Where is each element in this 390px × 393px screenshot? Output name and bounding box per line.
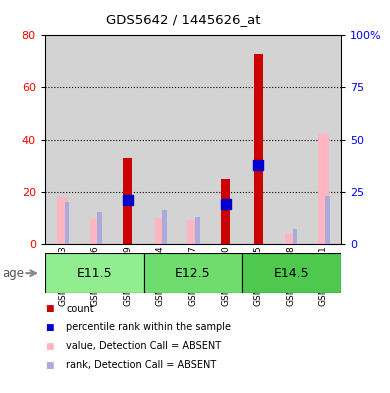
Bar (97, 212, 102, 244)
Bar (90, 218, 101, 244)
Bar (65, 202, 69, 244)
Point (223, 201, 229, 207)
Point (255, 162, 261, 168)
Text: percentile rank within the sample: percentile rank within the sample (66, 322, 231, 332)
Bar (187, 220, 199, 244)
Text: GDS5642 / 1445626_at: GDS5642 / 1445626_at (106, 13, 261, 26)
Text: count: count (66, 303, 94, 314)
Text: ■: ■ (45, 323, 53, 332)
Text: E12.5: E12.5 (175, 266, 211, 280)
Text: rank, Detection Call = ABSENT: rank, Detection Call = ABSENT (66, 360, 216, 370)
Bar (45, 253, 144, 293)
Bar (292, 229, 298, 244)
Bar (243, 253, 341, 293)
Bar (317, 134, 329, 244)
Bar (162, 210, 167, 244)
Text: E14.5: E14.5 (274, 266, 310, 280)
Text: E11.5: E11.5 (76, 266, 112, 280)
Bar (254, 53, 263, 244)
Text: ■: ■ (45, 304, 53, 313)
Bar (155, 218, 166, 244)
Point (125, 197, 131, 203)
Bar (57, 197, 69, 244)
Text: ■: ■ (45, 342, 53, 351)
Bar (195, 217, 200, 244)
Bar (285, 233, 296, 244)
Bar (221, 178, 230, 244)
Bar (123, 158, 133, 244)
Text: value, Detection Call = ABSENT: value, Detection Call = ABSENT (66, 341, 222, 351)
Text: age: age (2, 266, 24, 280)
Bar (325, 196, 330, 244)
Bar (144, 253, 243, 293)
Text: ■: ■ (45, 361, 53, 369)
